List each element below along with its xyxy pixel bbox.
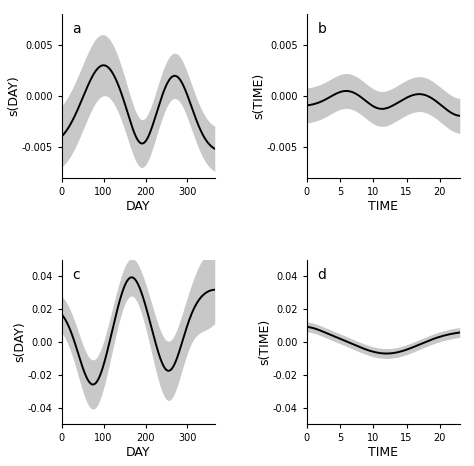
Y-axis label: s(TIME): s(TIME) xyxy=(258,319,271,365)
Text: d: d xyxy=(318,268,326,282)
Text: a: a xyxy=(73,22,81,36)
X-axis label: TIME: TIME xyxy=(368,200,398,213)
X-axis label: DAY: DAY xyxy=(126,200,150,213)
Text: b: b xyxy=(318,22,326,36)
X-axis label: DAY: DAY xyxy=(126,446,150,459)
Y-axis label: s(TIME): s(TIME) xyxy=(252,73,265,119)
Text: c: c xyxy=(73,268,80,282)
X-axis label: TIME: TIME xyxy=(368,446,398,459)
Y-axis label: s(DAY): s(DAY) xyxy=(7,75,20,116)
Y-axis label: s(DAY): s(DAY) xyxy=(13,322,26,363)
